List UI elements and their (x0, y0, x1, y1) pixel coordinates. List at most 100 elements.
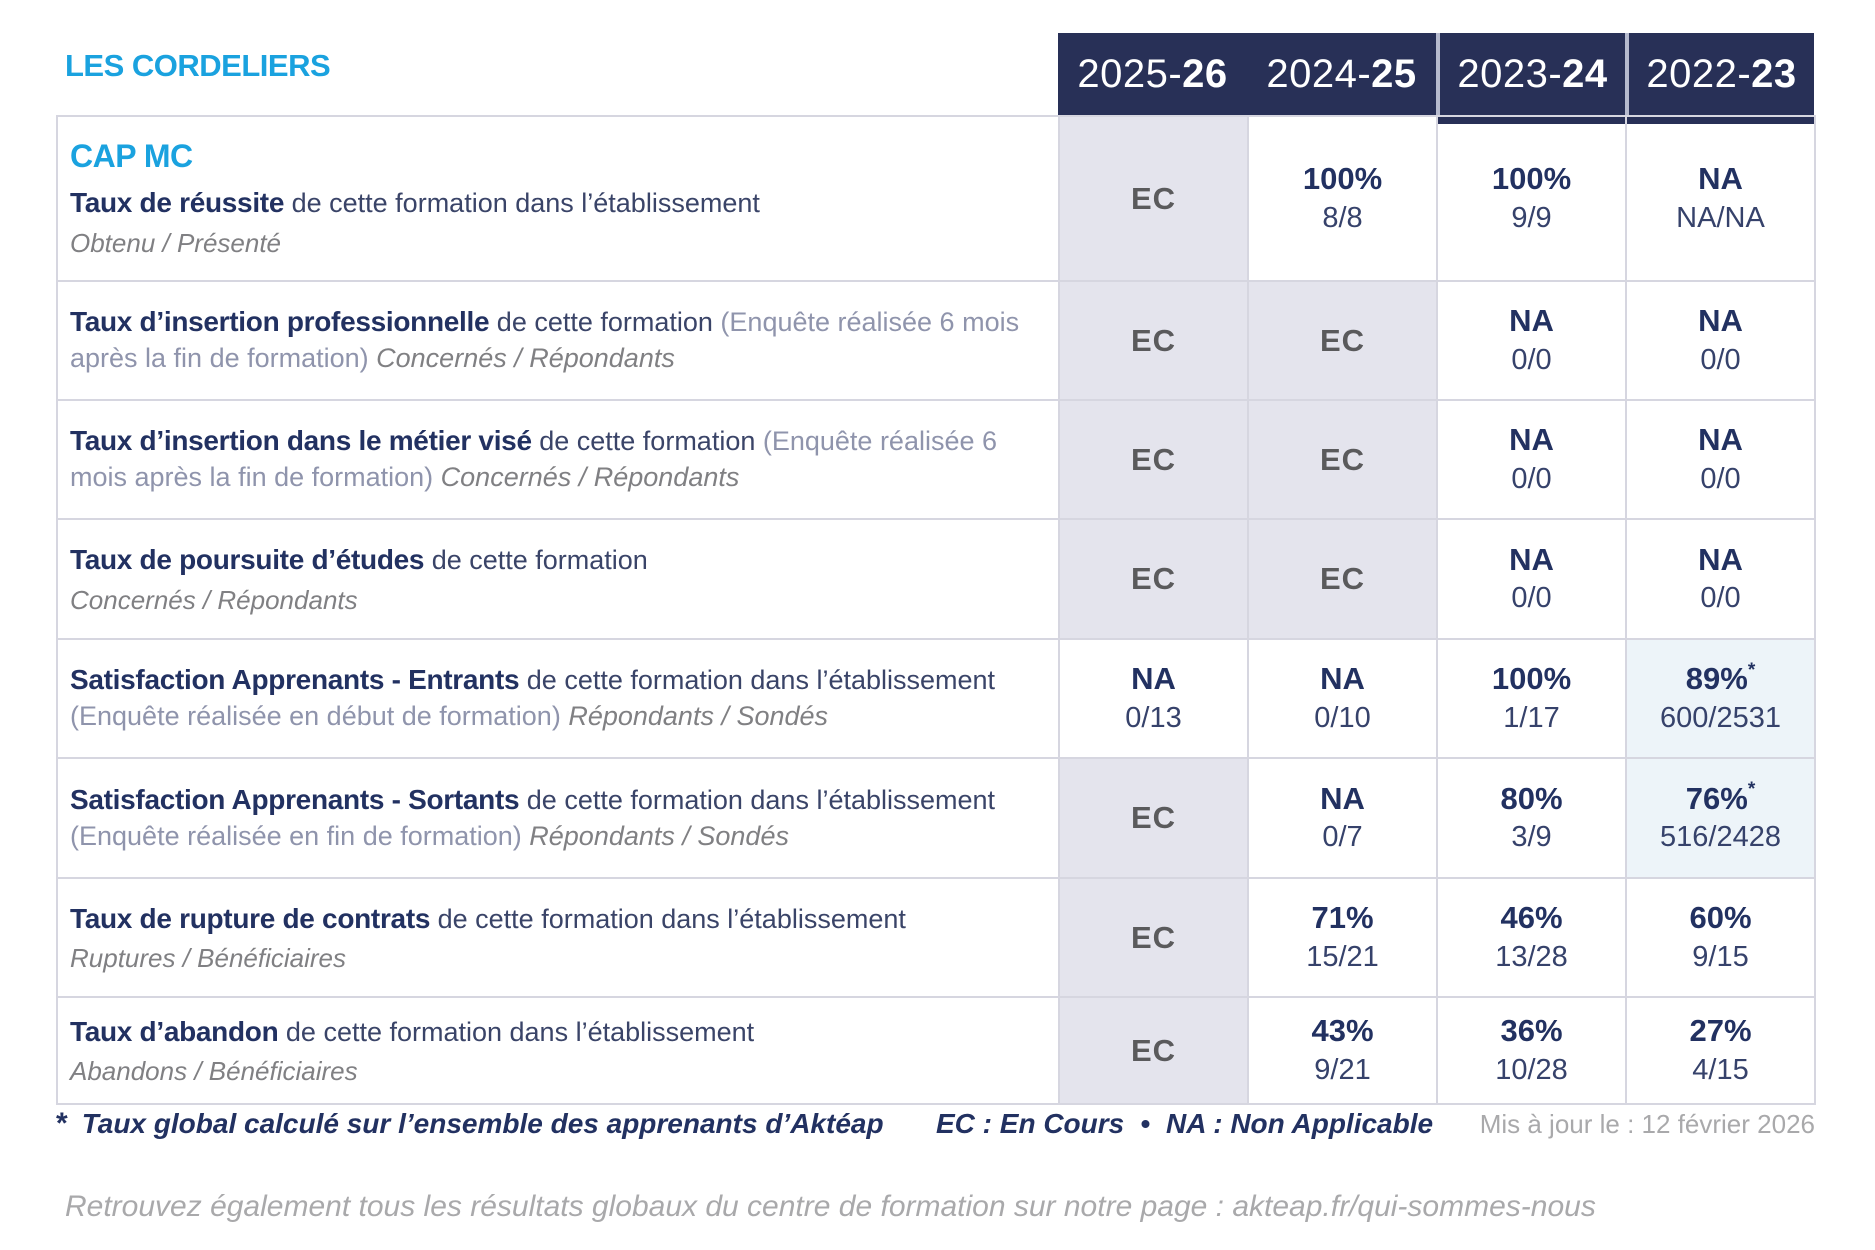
year-header-2025-26: 2025- 26 (1058, 33, 1247, 115)
value-cell-global-rate: 76%* 516/2428 (1627, 759, 1814, 877)
value-cell: 100% 9/9 (1438, 117, 1625, 280)
value-fraction: 0/0 (1700, 582, 1741, 615)
value-cell: 46% 13/28 (1438, 879, 1625, 996)
row-title: Taux de réussite de cette formation dans… (70, 185, 760, 222)
value-fraction: 8/8 (1322, 201, 1363, 234)
value-cell: 100% 1/17 (1438, 640, 1625, 757)
row-title: Taux d’abandon de cette formation dans l… (70, 1014, 754, 1051)
value-main: 71% (1311, 900, 1374, 936)
row-title: Taux d’insertion dans le métier visé de … (70, 423, 1024, 496)
value-cell: 43% 9/21 (1249, 998, 1436, 1103)
value-main: EC (1130, 1032, 1177, 1068)
year-header-2023-24: 2023- 24 (1436, 33, 1625, 115)
value-main: EC (1319, 322, 1366, 358)
value-main: NA (1509, 541, 1554, 577)
value-cell: 60% 9/15 (1627, 879, 1814, 996)
row-subtitle: Répondants / Sondés (529, 820, 789, 851)
year-bold: 25 (1371, 51, 1417, 96)
row-title-desc: de cette formation dans l’établissement (519, 784, 996, 815)
value-cell: 36% 10/28 (1438, 998, 1625, 1103)
value-fraction: NA/NA (1676, 201, 1765, 234)
value-main: NA (1698, 422, 1743, 458)
value-percent: 89% (1685, 661, 1748, 697)
value-fraction: 516/2428 (1660, 821, 1781, 854)
value-main: NA (1509, 422, 1554, 458)
row-title-bold: Taux de réussite (70, 187, 285, 219)
value-main: 80% (1500, 780, 1563, 816)
row-title-desc: de cette formation (531, 426, 763, 457)
row-title: Taux de rupture de contrats de cette for… (70, 901, 906, 938)
value-main: NA (1698, 303, 1743, 339)
value-fraction: 0/13 (1125, 701, 1182, 734)
row-subtitle: Abandons / Bénéficiaires (70, 1056, 358, 1087)
row-title-paren: (Enquête réalisée en début de formation) (70, 701, 569, 732)
year-pre: 2023- (1457, 51, 1563, 96)
value-main: NA (1698, 161, 1743, 197)
row-title-bold: Taux d’abandon (70, 1015, 279, 1047)
footnote-global-rate: * Taux global calculé sur l’ensemble des… (56, 1107, 936, 1141)
row-title-desc: de cette formation dans l’établissement (284, 188, 760, 219)
row-subtitle: Répondants / Sondés (568, 701, 829, 732)
year-bold: 24 (1562, 51, 1608, 96)
value-fraction: 9/9 (1511, 201, 1552, 234)
year-pre: 2022- (1646, 51, 1752, 96)
value-main: EC (1319, 561, 1366, 596)
row-title-paren: (Enquête réalisée 6 mois après la fin de… (70, 426, 998, 493)
value-cell: NA 0/13 (1060, 640, 1247, 757)
value-main: 100% (1491, 161, 1572, 197)
value-cell: NA 0/0 (1627, 520, 1814, 638)
row-title: Taux de poursuite d’études de cette form… (70, 542, 648, 579)
asterisk-marker: * (56, 1107, 68, 1140)
row-title-desc: de cette formation (489, 307, 721, 338)
value-main: EC (1319, 441, 1366, 477)
value-cell: EC (1060, 998, 1247, 1103)
abbreviation-legend: EC : En Cours • NA : Non Applicable (936, 1108, 1446, 1140)
value-cell: NA 0/0 (1627, 401, 1814, 518)
global-results-note: Retrouvez également tous les résultats g… (65, 1190, 1596, 1223)
year-bold: 26 (1182, 51, 1228, 96)
asterisk-marker: * (1747, 659, 1756, 681)
value-main: EC (1130, 180, 1177, 216)
row-title-bold: Taux de poursuite d’études (70, 544, 425, 576)
row-title-bold: Taux d’insertion professionnelle (70, 306, 490, 338)
year-bold: 23 (1751, 51, 1797, 96)
legend-ec: EC : En Cours (936, 1108, 1125, 1139)
row-title-bold: Taux de rupture de contrats (70, 902, 431, 934)
value-main: 76%* (1686, 779, 1755, 817)
row-subtitle: Obtenu / Présenté (70, 227, 282, 258)
value-main: 27% (1689, 1013, 1752, 1049)
value-main: NA (1320, 661, 1365, 697)
value-fraction: 0/0 (1700, 343, 1741, 376)
bullet-separator: • (1140, 1108, 1151, 1139)
value-main: 89%* (1685, 659, 1756, 697)
value-cell: EC (1060, 117, 1247, 280)
school-name: LES CORDELIERS (65, 48, 331, 83)
row-subtitle: Concernés / Répondants (376, 343, 675, 374)
value-main: 60% (1689, 900, 1752, 936)
value-main: 100% (1302, 161, 1383, 197)
row-title: Taux d’insertion professionnelle de cett… (70, 304, 1024, 377)
value-main: 43% (1311, 1013, 1374, 1049)
value-cell-global-rate: 89%* 600/2531 (1627, 640, 1814, 757)
value-main: EC (1130, 561, 1177, 596)
value-fraction: 9/21 (1314, 1053, 1371, 1086)
value-cell: 71% 15/21 (1249, 879, 1436, 996)
value-main: EC (1130, 441, 1177, 477)
year-header-2022-23: 2022- 23 (1625, 33, 1814, 115)
footer-row: * Taux global calculé sur l’ensemble des… (56, 1107, 1815, 1141)
value-cell: EC (1060, 759, 1247, 877)
value-cell: NA 0/0 (1438, 282, 1625, 399)
value-cell: NA 0/0 (1438, 401, 1625, 518)
value-cell: NA 0/7 (1249, 759, 1436, 877)
row-title-paren: (Enquête réalisée 6 mois après la fin de… (70, 307, 1020, 374)
value-cell: NA 0/0 (1627, 282, 1814, 399)
row-label-insertion-metier-vise: Taux d’insertion dans le métier visé de … (58, 401, 1058, 518)
year-header-2024-25: 2024- 25 (1247, 33, 1436, 115)
value-cell: EC (1249, 520, 1436, 638)
year-header-row: 2025- 26 2024- 25 2023- 24 2022- 23 (1058, 33, 1814, 115)
value-cell: EC (1060, 520, 1247, 638)
row-title-desc: de cette formation dans l’établissement (519, 665, 996, 696)
value-cell: 27% 4/15 (1627, 998, 1814, 1103)
value-main: EC (1130, 919, 1177, 955)
value-fraction: 15/21 (1306, 940, 1379, 973)
